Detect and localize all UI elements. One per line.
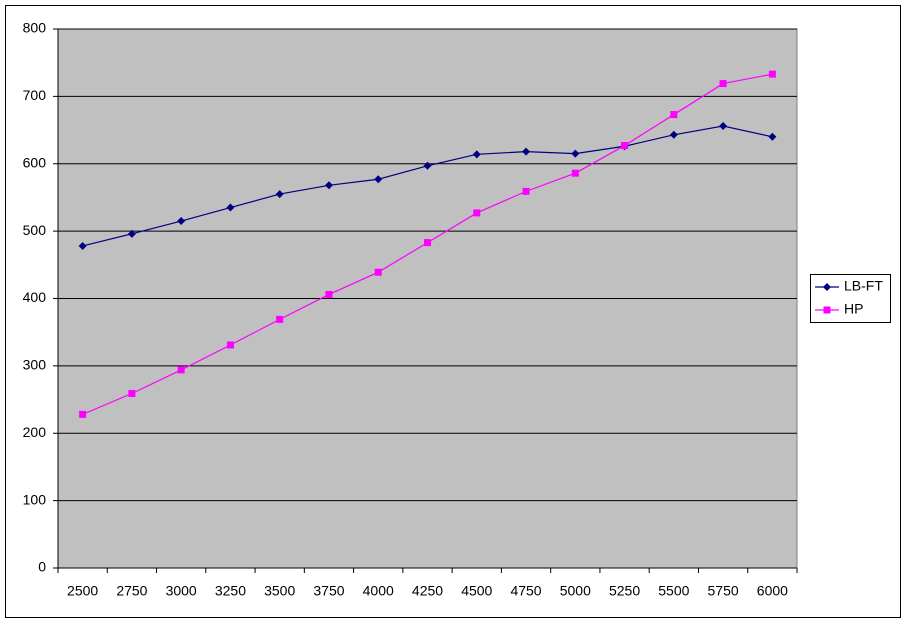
x-tick-label: 5750	[708, 583, 739, 599]
data-point	[325, 290, 333, 298]
data-point	[374, 268, 382, 276]
y-tick-label: 300	[23, 357, 47, 373]
data-point	[719, 122, 728, 131]
y-tick-label: 700	[23, 87, 47, 103]
legend	[810, 274, 891, 323]
data-point	[522, 147, 531, 156]
data-point	[768, 70, 776, 78]
x-tick-label: 4750	[510, 583, 541, 599]
data-point	[177, 366, 185, 374]
y-tick-label: 600	[23, 154, 47, 170]
data-point	[522, 187, 530, 195]
data-point	[424, 239, 431, 247]
y-tick-label: 500	[23, 222, 47, 238]
data-point	[472, 150, 481, 159]
data-point	[621, 142, 629, 150]
data-point	[670, 111, 678, 119]
legend-label: HP	[844, 301, 863, 317]
y-tick-label: 100	[23, 491, 47, 507]
data-point	[669, 130, 678, 139]
y-tick-label: 400	[23, 289, 47, 305]
x-tick-label: 3250	[215, 583, 246, 599]
x-tick-label: 3500	[264, 583, 295, 599]
data-point	[719, 80, 727, 88]
data-point	[226, 341, 234, 349]
y-tick-label: 0	[38, 559, 46, 575]
y-tick-label: 200	[23, 424, 47, 440]
data-point	[571, 169, 579, 177]
x-tick-label: 4000	[363, 583, 394, 599]
data-point	[177, 217, 186, 226]
x-tick-label: 5500	[658, 583, 689, 599]
data-point	[128, 389, 136, 397]
x-tick-label: 6000	[757, 583, 788, 599]
legend-marker	[823, 306, 831, 314]
data-point	[571, 149, 580, 158]
x-tick-label: 2500	[67, 583, 98, 599]
data-point	[79, 410, 87, 418]
x-tick-label: 2750	[116, 583, 147, 599]
x-tick-label: 5250	[609, 583, 640, 599]
data-point	[275, 190, 284, 199]
x-tick-label: 4500	[461, 583, 492, 599]
x-tick-label: 5000	[560, 583, 591, 599]
x-tick-label: 4250	[412, 583, 443, 599]
data-point	[473, 209, 481, 217]
y-tick-label: 800	[23, 20, 47, 36]
data-point	[226, 203, 235, 212]
data-point	[423, 161, 432, 170]
data-point	[324, 181, 333, 190]
data-point	[276, 315, 284, 323]
data-point	[78, 241, 87, 250]
data-point	[374, 175, 383, 184]
legend-label: LB-FT	[844, 278, 883, 294]
data-point	[768, 132, 777, 141]
legend-marker	[823, 283, 831, 291]
x-tick-label: 3750	[313, 583, 344, 599]
x-tick-label: 3000	[166, 583, 197, 599]
data-point	[127, 229, 136, 238]
